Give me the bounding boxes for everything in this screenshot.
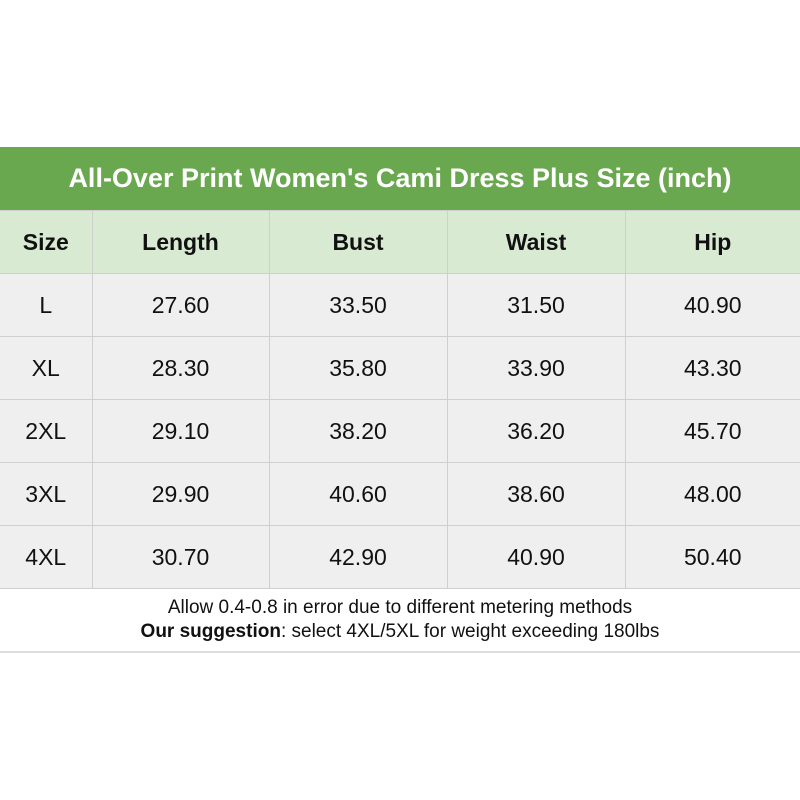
- header-row: Size Length Bust Waist Hip: [0, 210, 800, 274]
- column-header: Length: [91, 210, 270, 274]
- table-cell: 31.50: [446, 273, 626, 337]
- note-tolerance: Allow 0.4-0.8 in error due to different …: [167, 597, 633, 618]
- table-cell: 29.10: [91, 399, 270, 463]
- table-cell: 38.60: [446, 462, 626, 526]
- table-cell: 40.60: [268, 462, 448, 526]
- note: Allow 0.4-0.8 in error due to different …: [0, 589, 800, 653]
- suggestion-text: : select 4XL/5XL for weight exceeding 18…: [280, 621, 660, 642]
- column-header: Size: [0, 210, 93, 274]
- table-cell: XL: [0, 336, 93, 400]
- table-cell: 36.20: [446, 399, 626, 463]
- table-cell: 30.70: [91, 525, 270, 589]
- chart-title: All-Over Print Women's Cami Dress Plus S…: [0, 147, 800, 210]
- table-row: L 27.60 33.50 31.50 40.90: [0, 273, 800, 337]
- table-row: 2XL 29.10 38.20 36.20 45.70: [0, 399, 800, 463]
- table-row: 4XL 30.70 42.90 40.90 50.40: [0, 525, 800, 589]
- column-header: Hip: [624, 210, 800, 274]
- size-chart: All-Over Print Women's Cami Dress Plus S…: [0, 147, 800, 653]
- table-cell: 42.90: [268, 525, 448, 589]
- table-cell: 29.90: [91, 462, 270, 526]
- suggestion-label: Our suggestion: [140, 621, 281, 642]
- table-cell: L: [0, 273, 93, 337]
- table-cell: 33.50: [268, 273, 448, 337]
- table-cell: 40.90: [446, 525, 626, 589]
- table-row: 3XL 29.90 40.60 38.60 48.00: [0, 462, 800, 526]
- table-cell: 38.20: [268, 399, 448, 463]
- table-row: XL 28.30 35.80 33.90 43.30: [0, 336, 800, 400]
- table-cell: 33.90: [446, 336, 626, 400]
- column-header: Waist: [446, 210, 626, 274]
- table-cell: 35.80: [268, 336, 448, 400]
- table-cell: 2XL: [0, 399, 93, 463]
- table-cell: 4XL: [0, 525, 93, 589]
- table-cell: 43.30: [624, 336, 800, 400]
- table-cell: 50.40: [624, 525, 800, 589]
- table-cell: 45.70: [624, 399, 800, 463]
- table-cell: 28.30: [91, 336, 270, 400]
- table-cell: 27.60: [91, 273, 270, 337]
- table-cell: 3XL: [0, 462, 93, 526]
- note-suggestion: Our suggestion: select 4XL/5XL for weigh…: [141, 620, 660, 644]
- table-cell: 48.00: [624, 462, 800, 526]
- size-table: Size Length Bust Waist Hip L 27.60 33.50 31.50 4…: [0, 210, 800, 589]
- column-header: Bust: [268, 210, 448, 274]
- table-cell: 40.90: [624, 273, 800, 337]
